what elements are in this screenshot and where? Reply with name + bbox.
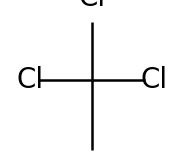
Text: Cl: Cl	[140, 66, 167, 94]
Text: Cl: Cl	[17, 66, 44, 94]
Text: Cl: Cl	[78, 0, 106, 12]
